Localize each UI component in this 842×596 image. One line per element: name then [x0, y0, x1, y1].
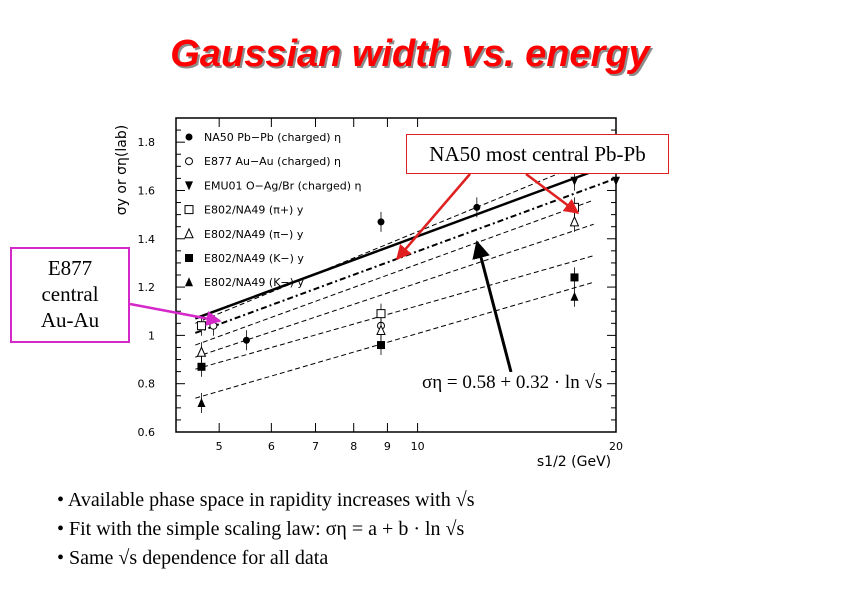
data-point — [612, 176, 620, 186]
y-tick-label: 1.4 — [138, 233, 156, 246]
x-tick-label: 10 — [411, 440, 425, 453]
bullet-item: • Available phase space in rapidity incr… — [57, 489, 475, 511]
e877-callout: E877 central Au-Au — [10, 247, 130, 343]
data-point — [473, 203, 481, 211]
x-tick-label: 6 — [268, 440, 275, 453]
legend-marker — [185, 157, 193, 166]
fit-line — [195, 281, 594, 399]
slide-title: Gaussian width vs. energy — [0, 33, 842, 76]
y-tick-label: 1.6 — [138, 184, 156, 197]
data-point — [570, 273, 579, 282]
fit-line — [195, 223, 594, 358]
data-point — [209, 321, 218, 330]
bullet-list: • Available phase space in rapidity incr… — [57, 486, 474, 573]
data-point — [376, 324, 386, 336]
legend-marker — [184, 205, 194, 215]
e877-arrow — [129, 302, 222, 326]
data-point — [569, 215, 580, 227]
y-tick-label: 1.8 — [138, 136, 156, 149]
legend-marker — [185, 181, 193, 191]
legend-marker — [185, 254, 193, 262]
na50-callout: NA50 most central Pb-Pb — [406, 134, 669, 174]
legend-marker — [185, 277, 193, 287]
e877-callout-line: central — [41, 282, 99, 306]
legend-label: NA50 Pb−Pb (charged) η — [204, 131, 341, 144]
data-point — [570, 291, 579, 301]
data-point — [196, 321, 206, 331]
na50-arrow — [525, 173, 580, 214]
fit-line — [195, 255, 594, 370]
legend-marker — [184, 227, 194, 239]
data-point — [197, 362, 206, 371]
legend-marker — [185, 133, 193, 141]
x-tick-label: 5 — [216, 440, 223, 453]
legend-label: EMU01 O−Ag/Br (charged) η — [204, 179, 362, 192]
callout-arrows — [129, 173, 580, 373]
x-tick-label: 9 — [384, 440, 391, 453]
x-axis-label: s1/2 (GeV) — [537, 454, 611, 470]
legend-label: E802/NA49 (π+) y — [204, 204, 304, 217]
legend-label: E802/NA49 (π−) y — [204, 228, 304, 241]
y-tick-label: 1.2 — [138, 281, 156, 294]
fit-line — [194, 169, 595, 320]
na50-arrow — [396, 173, 471, 261]
data-point — [197, 398, 206, 408]
data-point — [376, 309, 386, 319]
legend: NA50 Pb−Pb (charged) η E877 Au−Au (charge… — [184, 131, 362, 289]
fit-formula: ση = 0.58 + 0.32 · ln √s — [420, 372, 605, 394]
y-tick-label: 0.8 — [138, 378, 156, 391]
axis-ticks: 5 6 7 8 9 10 20 0.6 0.8 1 1.2 1.4 1.6 1.8 s1/2 (GeV) σy… — [114, 117, 623, 470]
e877-callout-line: E877 — [47, 256, 93, 280]
x-tick-label: 7 — [312, 440, 319, 453]
data-point — [376, 341, 385, 350]
bullet-item: • Same √s dependence for all data — [57, 547, 329, 569]
fit-arrow — [472, 240, 513, 373]
y-tick-label: 0.6 — [138, 426, 156, 439]
data-point — [377, 218, 385, 226]
slide-title-text: Gaussian width vs. energy — [170, 33, 650, 75]
legend-label: E877 Au−Au (charged) η — [204, 155, 341, 168]
bullet-item: • Fit with the simple scaling law: ση = … — [57, 518, 465, 540]
e877-callout-line: Au-Au — [40, 308, 100, 332]
x-tick-label: 8 — [350, 440, 357, 453]
y-axis-label: σy or ση(lab) — [114, 125, 130, 215]
x-tick-label: 20 — [609, 440, 623, 453]
legend-label: E802/NA49 (K−) y — [204, 276, 304, 289]
y-tick-label: 1 — [148, 329, 155, 342]
data-point — [196, 346, 207, 357]
fit-line — [195, 199, 594, 346]
data-point — [570, 176, 579, 186]
legend-label: E802/NA49 (K−) y — [204, 252, 304, 265]
data-point — [242, 336, 250, 344]
